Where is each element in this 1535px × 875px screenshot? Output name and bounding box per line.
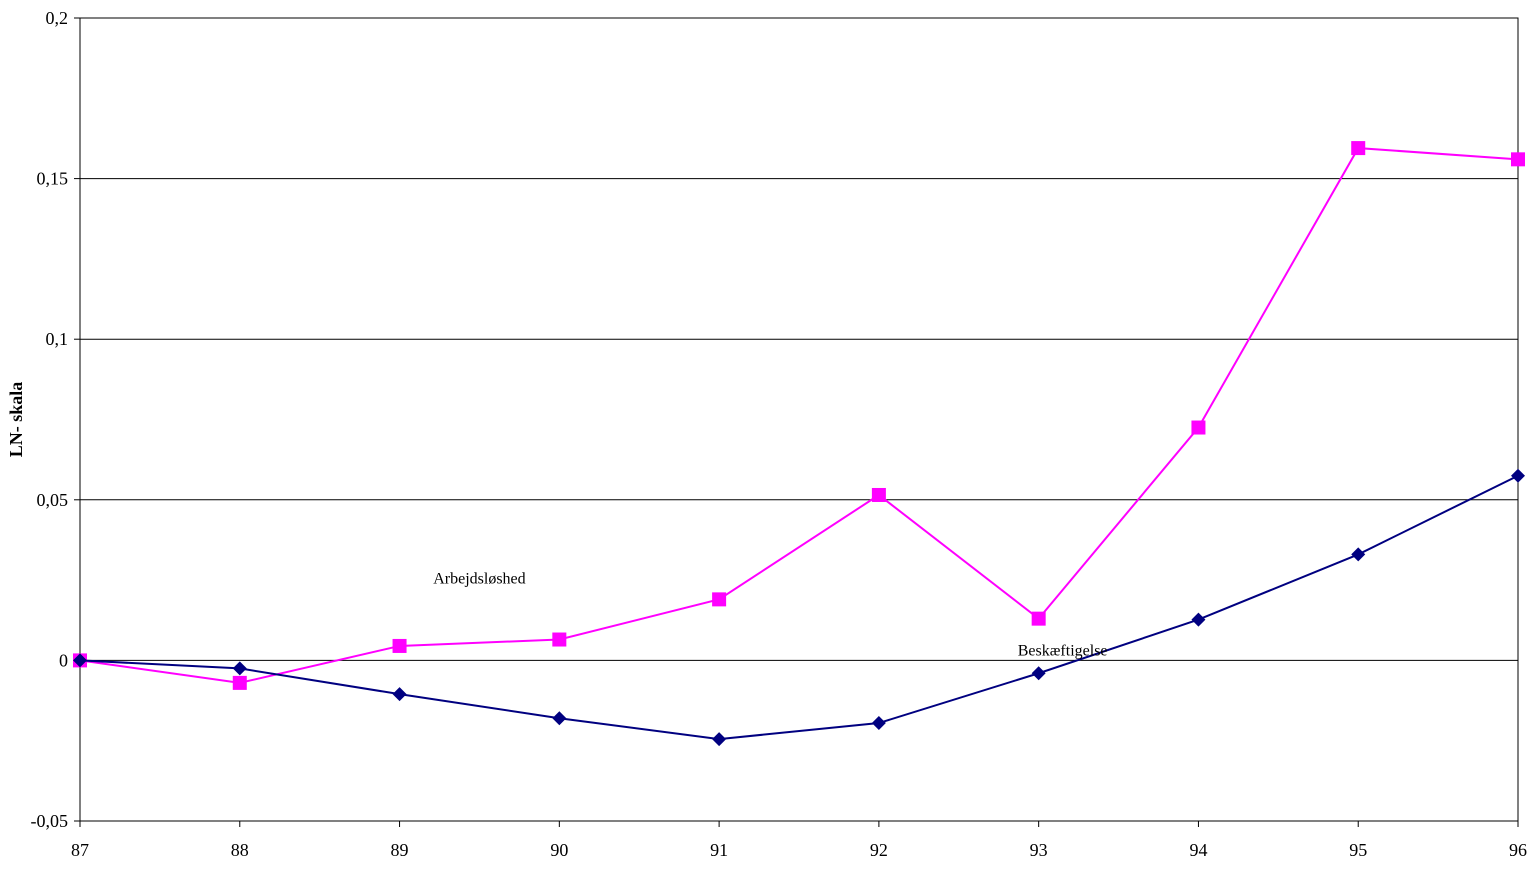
data-point [232,661,247,676]
y-axis-ticks: -0,05 0 0,05 0,1 0,15 0,2 [31,8,80,831]
x-tick-label: 93 [1030,840,1048,860]
data-point [712,732,727,747]
x-tick-label: 88 [231,840,249,860]
series-line [79,474,1519,741]
y-tick-label: 0,15 [37,169,69,189]
y-axis-title: LN- skala [6,382,26,458]
x-tick-label: 87 [71,840,89,860]
data-point [1511,152,1525,167]
data-point [1511,468,1525,483]
y-tick-label: -0,05 [31,811,69,831]
series-line [79,147,1519,684]
data-point [712,592,727,607]
x-tick-label: 96 [1509,840,1527,860]
x-tick-label: 95 [1349,840,1367,860]
data-point [1351,141,1366,156]
data-point [871,716,886,731]
x-tick-label: 90 [550,840,568,860]
series-annotation-arbejdsloshed: Arbejdsløshed [433,570,525,587]
data-point [1191,612,1206,627]
data-point [392,687,407,702]
data-point [552,711,567,726]
data-point [232,675,247,690]
series-annotation-beskaeftigelse: Beskæftigelse [1018,643,1108,660]
series-1 [73,468,1525,747]
data-point [1191,420,1206,435]
gridlines [80,178,1518,661]
data-point [1351,547,1366,562]
series-0 [73,141,1525,690]
y-tick-label: 0 [59,650,68,670]
series-group [73,141,1525,747]
data-point [871,487,886,502]
data-point [1031,611,1046,626]
x-tick-label: 94 [1189,840,1207,860]
x-axis-ticks: 87 88 89 90 91 92 93 94 95 96 [71,821,1527,860]
data-point [1031,666,1046,681]
y-tick-label: 0,1 [46,329,69,349]
data-point [392,638,407,653]
data-point [552,632,567,647]
x-tick-label: 89 [391,840,409,860]
plot-area-frame [79,17,1519,822]
x-tick-label: 92 [870,840,888,860]
y-tick-label: 0,05 [37,490,69,510]
y-tick-label: 0,2 [46,8,69,28]
x-tick-label: 91 [710,840,728,860]
data-point [73,653,87,668]
